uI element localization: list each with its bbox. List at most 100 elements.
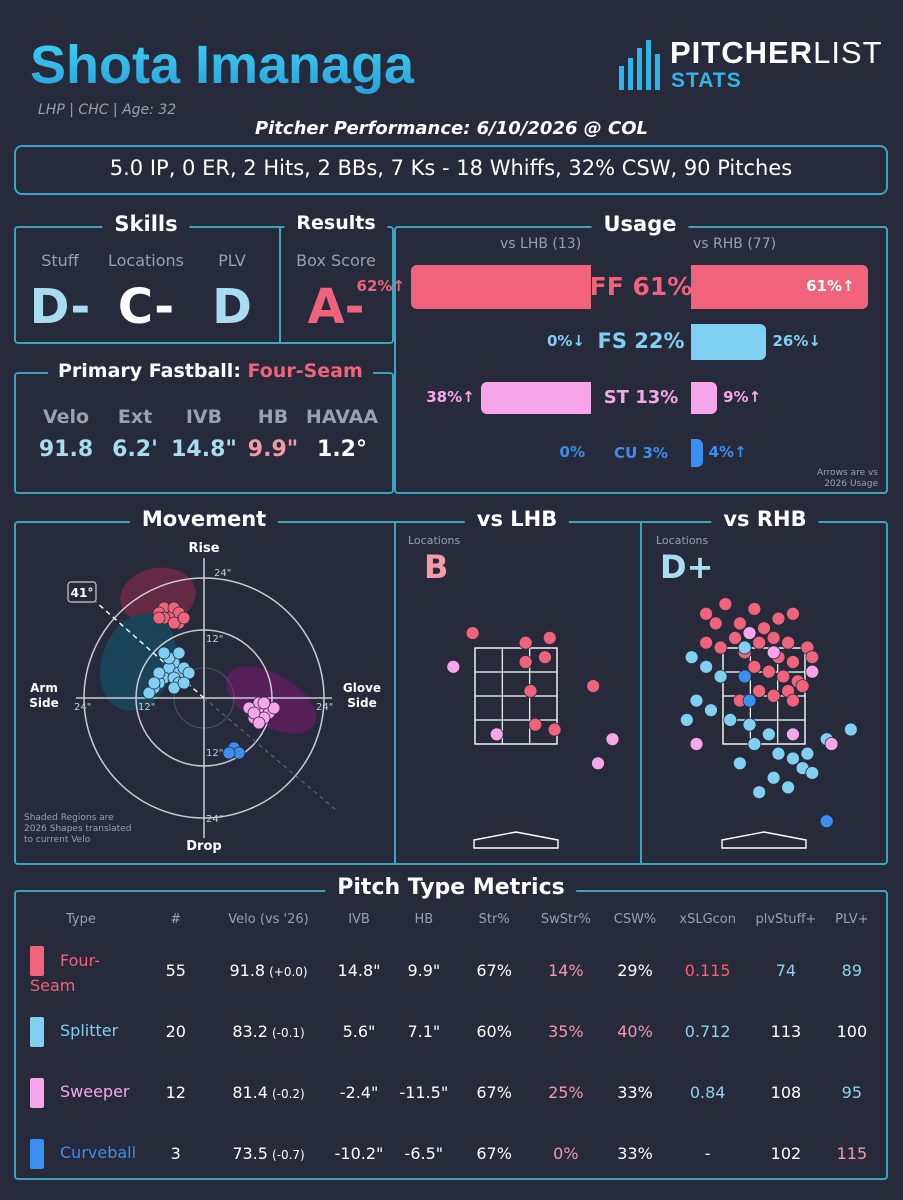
usage-note-line1: Arrows are vs	[816, 468, 878, 478]
skills-title: Skills	[102, 212, 190, 236]
movement-point	[267, 701, 281, 715]
game-summary: 5.0 IP, 0 ER, 2 Hits, 2 BBs, 7 Ks - 18 W…	[109, 156, 793, 180]
primary-fastball-pitch: Four-Seam	[247, 360, 363, 382]
location-point	[747, 737, 762, 751]
pitch-color-swatch	[30, 946, 44, 976]
metrics-cell-n: 55	[165, 961, 186, 980]
movement-note-2: 2026 Shapes translated	[24, 824, 131, 834]
pitch-type-name: Four-Seam	[30, 950, 100, 996]
logo-bars-icon	[619, 40, 660, 90]
header-graphics: Shota Imanaga	[30, 35, 415, 95]
metrics-cell-plv: 100	[836, 1022, 868, 1041]
usage-pitch-label: CU 3%	[614, 443, 668, 462]
movement-title: Movement	[129, 507, 279, 531]
grade-locations: C-	[117, 279, 175, 335]
usage-bar-rhb	[691, 439, 703, 467]
metrics-cell-n: 20	[165, 1022, 186, 1041]
player-name: Shota Imanaga	[30, 35, 415, 95]
logo-brand-a: PITCHER	[670, 35, 814, 70]
location-point	[713, 669, 728, 684]
pitch-color-swatch	[30, 1077, 44, 1108]
metrics-row: Sweeper 12 81.4 (-0.2) -2.4" -11.5" 67% 25% 33% 0…	[30, 1062, 880, 1123]
locations-rhb-title: vs RHB	[711, 507, 819, 531]
location-point	[528, 717, 543, 732]
location-point	[747, 659, 762, 674]
metrics-type-cell: Curveball	[30, 1123, 144, 1184]
movement-tick-right-24: 24"	[316, 702, 333, 713]
location-point	[699, 635, 714, 650]
movement-arm-side-2: Side	[29, 696, 58, 710]
movement-point	[182, 666, 196, 680]
location-point	[786, 693, 800, 708]
primary-fastball-label: Primary Fastball:	[58, 360, 241, 382]
locations-rhb-label: Locations	[656, 534, 709, 547]
usage-note: Arrows are vs 2026 Usage	[760, 468, 878, 490]
pitch-color-swatch	[30, 1138, 44, 1169]
grade-plv: D	[212, 279, 252, 335]
location-point	[708, 616, 723, 631]
movement-drop-label: Drop	[186, 839, 221, 854]
location-point	[761, 664, 776, 679]
location-point	[737, 669, 752, 684]
skill-label-stuff: Stuff	[41, 251, 79, 270]
usage-bar-rhb	[691, 324, 767, 360]
metrics-cell-xslg: -	[704, 1144, 711, 1163]
usage-lhb-pct: 0%↓	[546, 332, 585, 350]
location-point	[786, 606, 800, 621]
location-point	[465, 626, 480, 640]
home-plate	[721, 831, 807, 849]
movement-glove-side-2: Side	[347, 696, 376, 710]
location-point	[699, 659, 714, 674]
velo-diff: (-0.7)	[271, 1148, 305, 1162]
locations-lhb-grade: B	[424, 548, 448, 586]
metrics-title: Pitch Type Metrics	[325, 875, 577, 900]
movement-arm-side-1: Arm	[30, 681, 58, 695]
location-point	[547, 722, 562, 737]
movement-point	[147, 676, 161, 690]
location-point	[795, 679, 810, 694]
metrics-cell-ivb: 14.8"	[337, 961, 381, 980]
locations-lhb-title: vs LHB	[464, 507, 570, 531]
metrics-cell-swstr: 14%	[548, 961, 584, 980]
location-point	[805, 650, 820, 665]
logo-wordmark: PITCHERLIST	[670, 35, 883, 71]
usage-bar-lhb	[411, 265, 591, 309]
metrics-header-5: Str%	[478, 911, 510, 927]
location-point	[819, 814, 834, 829]
usage-rhb-pct: 26%↓	[772, 332, 821, 350]
location-point	[518, 635, 533, 650]
metrics-cell-plv: 115	[836, 1144, 868, 1163]
movement-tick-left-12: 12"	[138, 702, 155, 713]
metrics-cell-ivb: -10.2"	[334, 1144, 384, 1163]
metrics-header-4: HB	[414, 911, 434, 927]
usage-pitch-label: FF 61%	[589, 271, 693, 301]
location-point	[766, 630, 781, 645]
location-point	[586, 679, 601, 694]
location-point	[742, 626, 757, 640]
metrics-header-7: CSW%	[613, 911, 657, 927]
movement-glove-side-1: Glove	[343, 681, 381, 695]
metrics-cell-n: 12	[165, 1083, 186, 1102]
location-point	[542, 630, 557, 645]
usage-rhb-pct: 9%↑	[723, 388, 762, 406]
location-point	[805, 664, 820, 679]
pf-label-ext: Ext	[117, 406, 153, 428]
metrics-type-cell: Four-Seam	[30, 940, 144, 1001]
movement-point	[152, 611, 166, 625]
pitch-type-name: Sweeper	[60, 1082, 130, 1101]
locations-lhb-label: Locations	[408, 534, 461, 547]
usage-lhb-pct: 0%	[559, 443, 585, 461]
movement-note-3: to current Velo	[24, 835, 91, 845]
movement-point	[167, 616, 181, 630]
metrics-cell-str: 67%	[476, 1083, 512, 1102]
metrics-cell-csw: 40%	[617, 1022, 653, 1041]
metrics-cell-xslg: 0.115	[684, 961, 731, 980]
metrics-header-0: Type	[66, 911, 96, 927]
metrics-cell-csw: 33%	[617, 1083, 653, 1102]
metrics-cell-ivb: 5.6"	[342, 1022, 376, 1041]
location-point	[786, 751, 800, 766]
logo-sub: STATS	[671, 69, 742, 92]
location-point	[699, 606, 714, 621]
pitcherlist-logo	[619, 40, 661, 96]
locations-rhb-chart: Locations D+	[656, 534, 858, 849]
